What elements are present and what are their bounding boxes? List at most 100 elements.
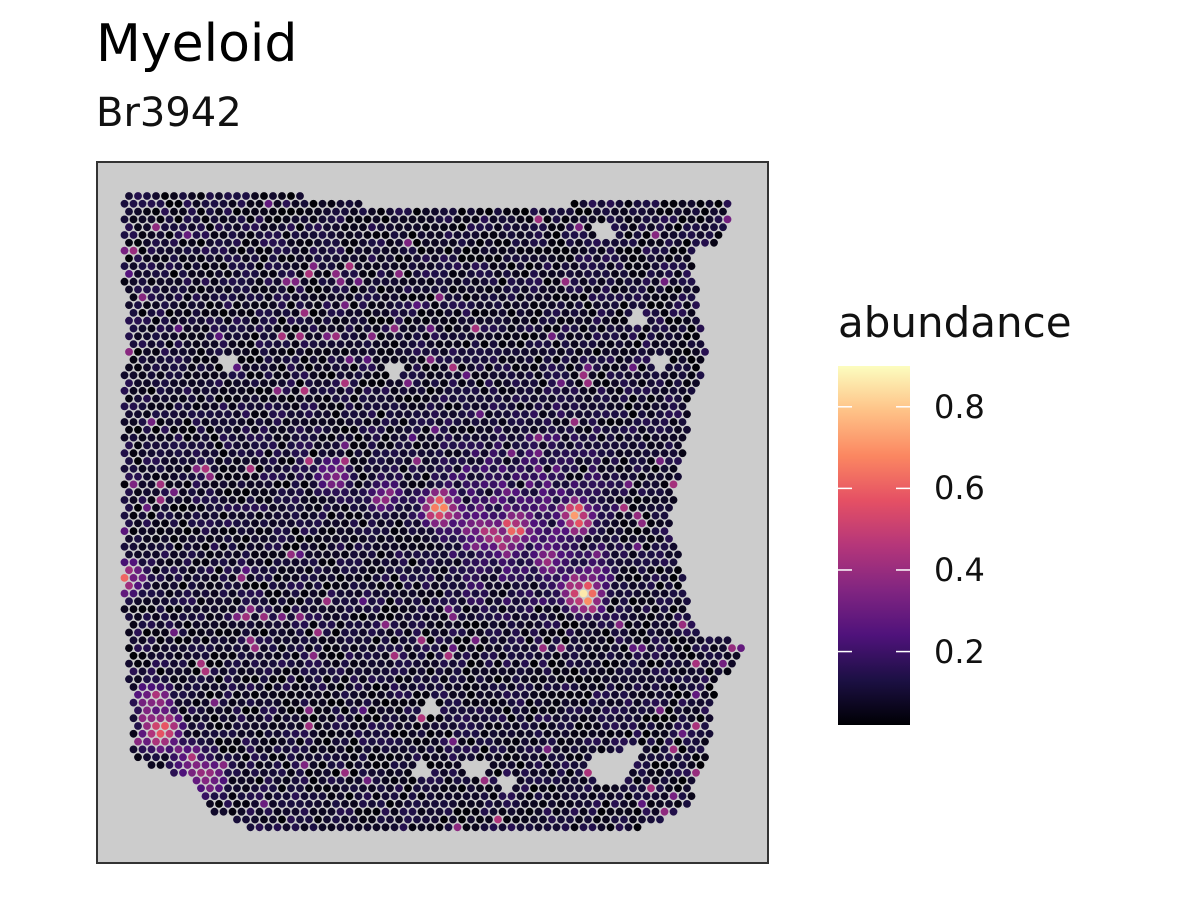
spot: [269, 503, 277, 512]
spot: [278, 348, 286, 356]
spot: [381, 433, 390, 442]
spot: [296, 285, 304, 294]
spot: [219, 496, 228, 504]
spot: [314, 675, 322, 684]
spot: [224, 410, 232, 419]
spot: [629, 332, 637, 341]
spot: [674, 706, 682, 715]
spot: [255, 480, 264, 489]
spot: [624, 246, 633, 255]
spot: [264, 293, 273, 302]
spot: [147, 496, 156, 504]
spot: [179, 254, 187, 263]
spot: [413, 301, 421, 309]
spot: [323, 690, 331, 699]
spot: [129, 293, 138, 302]
spot: [210, 433, 219, 442]
spot: [291, 246, 300, 255]
spot: [210, 558, 219, 567]
spot: [503, 628, 511, 637]
spot: [557, 815, 565, 824]
spot: [512, 394, 520, 403]
spot: [539, 472, 547, 481]
spot: [665, 379, 673, 387]
spot: [183, 215, 192, 224]
spot: [237, 729, 246, 738]
spot: [336, 729, 345, 738]
spot: [462, 480, 471, 489]
spot: [480, 355, 489, 364]
spot: [156, 402, 165, 411]
spot: [557, 301, 565, 309]
spot: [399, 683, 408, 691]
spot: [251, 223, 259, 232]
spot: [381, 215, 390, 224]
spot: [138, 262, 147, 270]
spot: [593, 535, 601, 543]
spot: [381, 761, 390, 769]
spot: [156, 355, 165, 364]
spot: [566, 597, 574, 606]
spot: [485, 768, 493, 777]
spot: [309, 386, 318, 395]
spot: [296, 394, 304, 403]
spot: [188, 394, 196, 403]
spot: [647, 223, 655, 232]
spot: [548, 628, 556, 637]
spot: [215, 644, 223, 652]
spot: [633, 293, 642, 302]
spot: [449, 441, 457, 450]
spot: [179, 644, 187, 652]
spot: [156, 277, 165, 286]
spot: [327, 776, 336, 785]
spot: [273, 309, 282, 317]
spot: [287, 410, 295, 419]
spot: [332, 441, 340, 450]
spot: [215, 472, 223, 481]
spot: [305, 737, 313, 746]
spot: [647, 379, 655, 387]
spot: [327, 324, 336, 333]
spot: [273, 340, 282, 348]
spot: [179, 316, 187, 325]
spot: [480, 418, 489, 426]
spot: [354, 667, 363, 676]
spot: [597, 433, 606, 442]
spot: [332, 410, 340, 419]
spot: [372, 574, 381, 582]
spot: [350, 379, 358, 387]
spot: [309, 355, 318, 364]
spot: [224, 457, 232, 465]
spot: [543, 714, 552, 723]
spot: [602, 550, 610, 559]
spot: [336, 636, 345, 645]
spot: [566, 800, 574, 808]
spot: [332, 379, 340, 387]
spot: [444, 745, 453, 754]
spot: [282, 776, 291, 785]
spot: [260, 722, 268, 730]
spot: [287, 675, 295, 684]
spot: [408, 792, 417, 800]
spot: [219, 246, 228, 255]
spot: [125, 207, 133, 216]
spot: [683, 270, 691, 278]
spot: [633, 527, 642, 535]
spot: [300, 729, 309, 738]
spot: [251, 394, 259, 403]
spot: [507, 324, 516, 333]
spot: [503, 472, 511, 481]
spot: [611, 628, 619, 637]
spot: [165, 589, 174, 598]
spot: [408, 309, 417, 317]
spot: [458, 503, 466, 512]
spot: [467, 613, 475, 621]
spot: [602, 441, 610, 450]
spot: [444, 807, 453, 816]
spot: [548, 519, 556, 528]
spot: [183, 386, 192, 395]
spot: [174, 355, 183, 364]
spot: [341, 316, 349, 325]
spot: [318, 433, 327, 442]
spot: [593, 628, 601, 637]
